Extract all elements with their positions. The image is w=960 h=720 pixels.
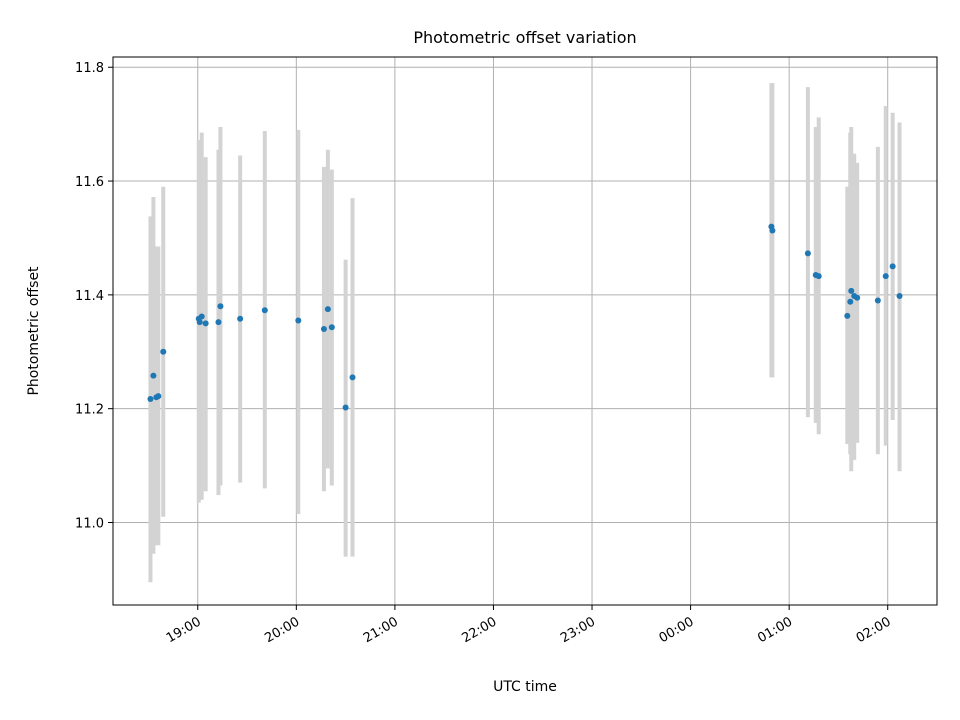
data-point: [217, 303, 224, 310]
y-tick-label: 11.0: [75, 516, 104, 531]
y-tick-label: 11.4: [75, 289, 104, 304]
data-point: [295, 317, 302, 324]
data-point: [237, 315, 244, 322]
data-point: [854, 294, 861, 301]
data-point: [874, 297, 881, 304]
y-tick-label: 11.8: [75, 61, 104, 76]
y-tick-label: 11.2: [75, 403, 104, 418]
data-point: [848, 287, 855, 294]
y-tick-label: 11.6: [75, 175, 104, 190]
data-point: [328, 324, 335, 331]
data-point: [160, 348, 167, 355]
data-point: [889, 263, 896, 270]
data-point: [896, 293, 903, 300]
data-point: [202, 320, 209, 327]
plot-frame: [112, 56, 938, 606]
data-point: [804, 250, 811, 257]
data-point: [349, 374, 356, 381]
data-point: [147, 396, 154, 403]
data-point: [815, 273, 822, 280]
data-point: [324, 306, 331, 313]
data-point: [215, 319, 222, 326]
data-point: [847, 298, 854, 305]
data-point: [769, 227, 776, 234]
chart-title: Photometric offset variation: [413, 28, 636, 47]
data-point: [196, 319, 203, 326]
data-point: [261, 307, 268, 314]
y-axis: 11.0 11.2 11.4 11.6 11.8: [75, 61, 113, 531]
y-axis-label: Photometric offset: [26, 266, 42, 396]
x-axis-label: UTC time: [493, 679, 557, 695]
data-point: [150, 372, 157, 379]
data-point: [320, 326, 327, 333]
data-point: [198, 313, 205, 320]
data-point: [155, 393, 162, 400]
data-point: [882, 273, 889, 280]
data-point: [844, 312, 851, 319]
data-points: [147, 223, 903, 411]
data-point: [342, 404, 349, 411]
